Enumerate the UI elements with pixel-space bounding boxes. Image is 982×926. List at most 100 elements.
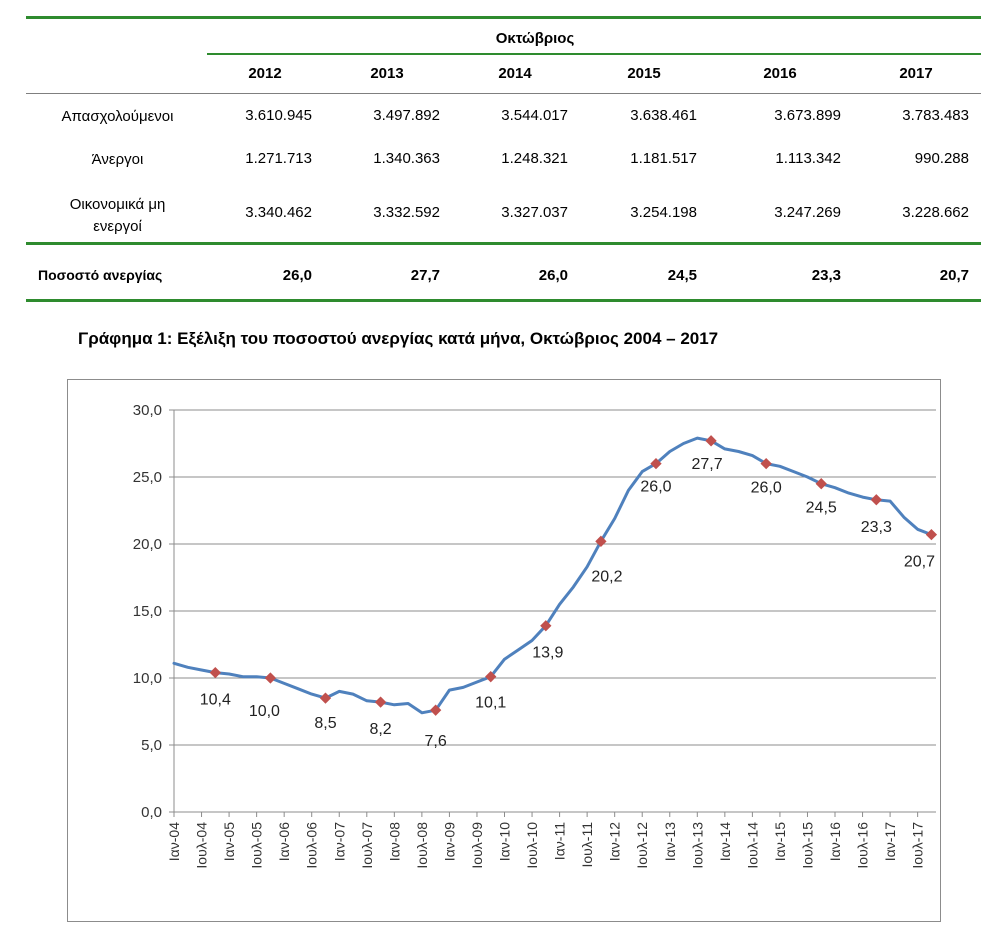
unemployed-value: 990.288 — [914, 150, 969, 167]
x-tick-label: Ιουλ-05 — [249, 822, 265, 869]
x-tick-label: Ιαν-08 — [386, 822, 402, 861]
data-label: 23,3 — [861, 519, 892, 536]
unemployed-value: 1.113.342 — [775, 150, 841, 167]
data-label: 8,2 — [369, 721, 391, 738]
data-marker — [264, 672, 277, 684]
y-tick-label: 20,0 — [133, 536, 162, 553]
x-tick-label: Ιουλ-04 — [194, 822, 210, 869]
data-label: 10,0 — [249, 703, 280, 720]
employed-value: 3.497.892 — [373, 107, 440, 124]
series-line — [172, 436, 933, 715]
year-header: 2013 — [370, 65, 404, 82]
y-tick-label: 10,0 — [133, 670, 162, 687]
data-marker — [374, 696, 387, 708]
row-label-inactive-line1: Οικονομικά μη — [69, 196, 166, 213]
x-tick-label: Ιαν-09 — [441, 822, 457, 861]
row-label-unemployment-rate: Ποσοστό ανεργίας — [38, 267, 163, 283]
data-marker — [925, 528, 938, 541]
employed-value: 3.638.461 — [630, 107, 697, 124]
rate-value: 26,0 — [538, 267, 568, 284]
table-header-rule — [207, 53, 981, 55]
data-marker — [209, 666, 221, 679]
x-tick-label: Ιουλ-12 — [634, 822, 650, 869]
table-group-header: Οκτώβριος — [495, 30, 575, 47]
data-label: 24,5 — [806, 500, 837, 517]
y-tick-label: 5,0 — [141, 737, 162, 754]
year-header: 2015 — [627, 65, 661, 82]
data-label: 20,2 — [591, 568, 622, 585]
year-header: 2012 — [248, 65, 282, 82]
x-tick-label: Ιαν-15 — [772, 822, 788, 861]
x-tick-label: Ιουλ-13 — [689, 822, 705, 869]
x-tick-label: Ιουλ-14 — [744, 822, 760, 869]
unemployed-value: 1.340.363 — [373, 150, 440, 167]
row-label-unemployed: Άνεργοι — [91, 151, 144, 168]
data-label: 10,1 — [475, 695, 506, 712]
x-tick-label: Ιαν-17 — [882, 822, 898, 861]
x-tick-label: Ιαν-16 — [827, 822, 843, 861]
x-tick-label: Ιουλ-16 — [855, 822, 871, 869]
rate-value: 24,5 — [667, 267, 697, 284]
year-header: 2014 — [498, 65, 532, 82]
year-header: 2016 — [763, 65, 797, 82]
data-marker — [870, 494, 882, 506]
inactive-value: 3.327.037 — [501, 204, 568, 221]
unemployed-value: 1.181.517 — [630, 150, 697, 167]
data-label: 26,0 — [751, 480, 782, 497]
employed-value: 3.783.483 — [902, 107, 969, 124]
y-tick-label: 30,0 — [133, 402, 162, 419]
unemployment-line-chart: 0,0 5,0 10,0 15,0 20,0 25,0 30,0 Ιαν-04 Ιουλ-04 Ι… — [133, 402, 938, 869]
x-tick-label: Ιαν-07 — [331, 822, 347, 861]
inactive-value: 3.332.592 — [373, 204, 440, 221]
chart-title: Γράφημα 1: Εξέλιξη του ποσοστού ανεργίας… — [78, 329, 719, 348]
x-tick-label: Ιαν-10 — [497, 822, 513, 861]
data-label: 26,0 — [640, 479, 671, 496]
inactive-value: 3.247.269 — [774, 204, 841, 221]
x-tick-label: Ιαν-13 — [662, 822, 678, 861]
employed-value: 3.673.899 — [774, 107, 841, 124]
row-label-employed: Απασχολούμενοι — [61, 108, 174, 125]
data-label: 20,7 — [904, 554, 935, 571]
x-tick-label: Ιουλ-08 — [414, 822, 430, 869]
data-marker — [429, 704, 442, 716]
data-marker — [319, 692, 332, 704]
x-tick-label: Ιαν-05 — [221, 822, 237, 861]
x-tick-label: Ιουλ-10 — [524, 822, 540, 869]
x-tick-label: Ιουλ-06 — [304, 822, 320, 869]
data-label: 8,5 — [314, 715, 336, 732]
table-top-rule — [26, 16, 981, 19]
data-label: 10,4 — [200, 692, 231, 709]
table-years-rule — [26, 93, 981, 94]
data-label: 13,9 — [532, 645, 563, 662]
y-tick-label: 15,0 — [133, 603, 162, 620]
x-tick-label: Ιουλ-17 — [910, 822, 926, 869]
data-marker — [815, 478, 827, 490]
row-label-inactive-line2: ενεργοί — [93, 218, 142, 235]
employed-value: 3.544.017 — [501, 107, 568, 124]
data-marker — [485, 671, 497, 683]
x-tick-label: Ιουλ-09 — [469, 822, 485, 869]
employed-value: 3.610.945 — [245, 107, 312, 124]
year-header: 2017 — [899, 65, 933, 82]
y-tick-label: 0,0 — [141, 804, 162, 821]
data-label: 27,7 — [692, 456, 723, 473]
x-tick-label: Ιαν-04 — [166, 822, 182, 861]
unemployed-value: 1.271.713 — [245, 150, 312, 167]
table-mid-rule — [26, 242, 981, 245]
x-tick-label: Ιουλ-07 — [359, 822, 375, 869]
x-tick-label: Ιαν-06 — [276, 822, 292, 861]
unemployed-value: 1.248.321 — [501, 150, 568, 167]
rate-value: 27,7 — [410, 267, 440, 284]
x-tick-label: Ιαν-12 — [607, 822, 623, 861]
table-bottom-rule — [26, 299, 981, 302]
rate-value: 26,0 — [282, 267, 312, 284]
rate-value: 23,3 — [811, 267, 841, 284]
x-tick-label: Ιουλ-15 — [799, 822, 815, 869]
inactive-value: 3.340.462 — [245, 204, 312, 221]
rate-value: 20,7 — [939, 267, 969, 284]
x-tick-label: Ιουλ-11 — [579, 822, 595, 868]
x-tick-label: Ιαν-14 — [717, 822, 733, 861]
inactive-value: 3.254.198 — [630, 204, 697, 221]
y-tick-label: 25,0 — [133, 469, 162, 486]
chart-frame: 0,0 5,0 10,0 15,0 20,0 25,0 30,0 Ιαν-04 Ιουλ-04 Ι… — [67, 379, 941, 922]
